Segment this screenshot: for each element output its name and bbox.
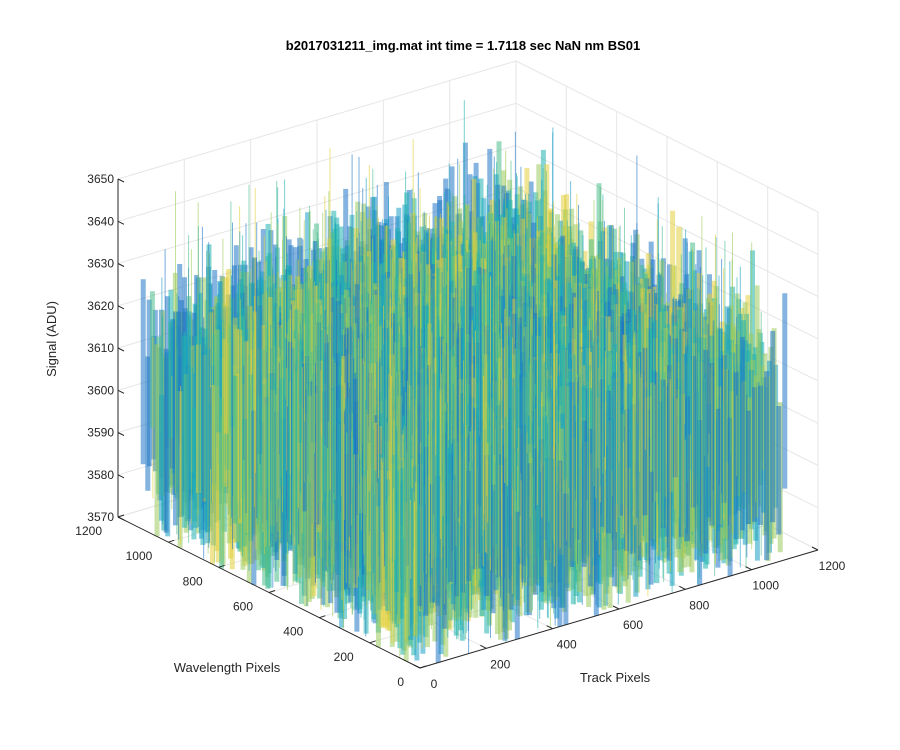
x-tick-mark bbox=[679, 585, 686, 590]
z-tick-label: 3610 bbox=[87, 341, 114, 355]
x-tick-label: 400 bbox=[557, 638, 577, 652]
x-tick-mark bbox=[745, 566, 752, 571]
z-tick-mark bbox=[117, 347, 125, 352]
right-wall-gridline-z bbox=[515, 102, 819, 255]
right-wall-gridline-z bbox=[515, 60, 819, 213]
z-tick-mark bbox=[117, 263, 125, 267]
x-tick-mark bbox=[811, 546, 819, 551]
z-tick-mark bbox=[117, 474, 125, 479]
z-tick-label: 3600 bbox=[87, 383, 114, 397]
z-tick-label: 3580 bbox=[87, 468, 114, 482]
z-tick-mark bbox=[117, 220, 125, 225]
y-tick-mark bbox=[268, 590, 276, 593]
x-tick-mark bbox=[612, 605, 620, 610]
z-tick-mark bbox=[117, 389, 125, 394]
y-tick-label: 400 bbox=[283, 625, 303, 639]
y-tick-mark bbox=[117, 514, 125, 518]
axes bbox=[117, 178, 819, 669]
z-tick-label: 3590 bbox=[87, 426, 114, 440]
y-axis-label: Wavelength Pixels bbox=[174, 660, 281, 675]
z-tick-mark bbox=[117, 516, 125, 521]
y-tick-label: 1000 bbox=[126, 549, 153, 563]
y-tick-mark bbox=[369, 640, 376, 644]
y-tick-label: 1200 bbox=[75, 524, 102, 538]
x-tick-label: 200 bbox=[490, 657, 510, 671]
z-tick-mark bbox=[117, 178, 125, 183]
z-tick-mark bbox=[117, 432, 125, 436]
x-tick-label: 1200 bbox=[819, 559, 846, 573]
y-tick-label: 200 bbox=[334, 650, 354, 664]
z-tick-label: 3570 bbox=[87, 510, 114, 524]
x-tick-label: 1000 bbox=[752, 579, 779, 593]
x-axis-label: Track Pixels bbox=[580, 670, 651, 685]
z-tick-label: 3620 bbox=[87, 299, 114, 313]
z-tick-label: 3650 bbox=[87, 172, 114, 186]
x-tick-mark bbox=[546, 625, 553, 630]
z-axis-label: Signal (ADU) bbox=[44, 301, 59, 377]
y-tick-mark bbox=[218, 564, 225, 568]
tick-labels: 0 200 400 600 800 1000 1200 0 200 400 600 800 1000 12… bbox=[75, 172, 845, 691]
y-tick-mark bbox=[319, 615, 326, 619]
x-tick-label: 600 bbox=[623, 618, 643, 632]
y-tick-mark bbox=[168, 539, 175, 543]
y-tick-label: 0 bbox=[397, 675, 404, 689]
x-tick-mark bbox=[480, 644, 487, 649]
z-tick-mark bbox=[117, 305, 125, 310]
back-wall-gridline-z bbox=[117, 60, 517, 180]
z-tick-label: 3630 bbox=[87, 257, 114, 271]
y-tick-label: 600 bbox=[233, 600, 253, 614]
x-tick-mark bbox=[413, 664, 421, 669]
y-tick-mark bbox=[419, 665, 427, 669]
z-tick-label: 3640 bbox=[87, 214, 114, 228]
chart-title: b2017031211_img.mat int time = 1.7118 se… bbox=[286, 38, 640, 53]
x-tick-label: 800 bbox=[689, 598, 709, 612]
y-tick-label: 800 bbox=[183, 574, 203, 588]
x-tick-label: 0 bbox=[431, 677, 438, 691]
right-wall-gridline-z bbox=[515, 145, 819, 297]
back-wall-gridline-z bbox=[117, 102, 517, 222]
surface bbox=[140, 100, 788, 663]
